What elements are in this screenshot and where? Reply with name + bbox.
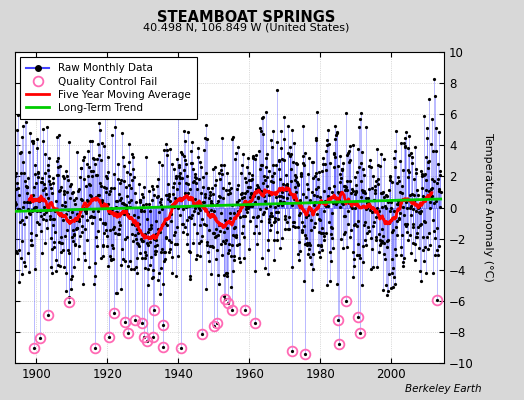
Text: 40.498 N, 106.849 W (United States): 40.498 N, 106.849 W (United States)	[143, 22, 350, 32]
Text: Berkeley Earth: Berkeley Earth	[406, 384, 482, 394]
Y-axis label: Temperature Anomaly (°C): Temperature Anomaly (°C)	[483, 133, 493, 282]
Legend: Raw Monthly Data, Quality Control Fail, Five Year Moving Average, Long-Term Tren: Raw Monthly Data, Quality Control Fail, …	[20, 57, 197, 119]
Text: STEAMBOAT SPRINGS: STEAMBOAT SPRINGS	[157, 10, 335, 25]
